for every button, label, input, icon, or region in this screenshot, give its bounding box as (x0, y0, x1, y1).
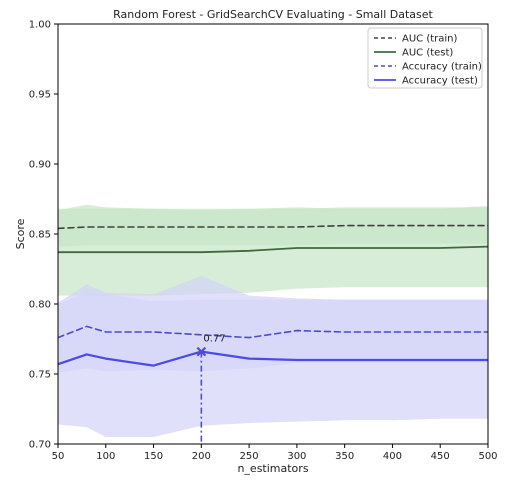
x-tick-label: 500 (478, 451, 497, 462)
legend-label-accuracy-test: Accuracy (test) (402, 76, 478, 87)
lines-layer (58, 224, 488, 367)
y-tick-label: 0.95 (29, 90, 51, 101)
y-axis: 0.70 0.75 0.80 0.85 0.90 0.95 1.00 (29, 20, 58, 451)
series-line-accuracy-test (58, 350, 488, 367)
y-tick-label: 0.70 (29, 440, 51, 451)
x-tick-label: 150 (144, 451, 163, 462)
x-tick-label: 100 (96, 451, 115, 462)
chart-title: Random Forest - GridSearchCV Evaluating … (113, 8, 433, 21)
x-tick-label: 300 (287, 451, 306, 462)
series-line-accuracy-train (58, 325, 488, 339)
y-tick-label: 1.00 (29, 20, 51, 31)
x-axis: 50 100 150 200 250 300 350 400 450 500 (52, 444, 498, 462)
series-line-auc-train (58, 224, 488, 230)
legend-label-accuracy-train: Accuracy (train) (402, 62, 482, 73)
x-tick-label: 250 (240, 451, 259, 462)
y-axis-label: Score (14, 218, 27, 249)
y-tick-label: 0.85 (29, 230, 51, 241)
x-tick-label: 400 (383, 451, 402, 462)
marker-layer: 0.77 (196, 334, 226, 444)
y-tick-label: 0.80 (29, 300, 51, 311)
legend-box (367, 27, 483, 89)
legend-label-auc-test: AUC (test) (402, 48, 453, 59)
band-accuracy-test (58, 292, 488, 437)
best-point-label: 0.77 (203, 334, 225, 345)
y-tick-label: 0.75 (29, 370, 51, 381)
x-tick-label: 200 (192, 451, 211, 462)
legend-label-auc-train: AUC (train) (402, 34, 457, 45)
best-point-marker-cross (196, 346, 207, 357)
x-tick-label: 350 (335, 451, 354, 462)
series-line-auc-test (58, 245, 488, 254)
y-tick-label: 0.90 (29, 160, 51, 171)
x-axis-label: n_estimators (237, 462, 308, 475)
band-auc-test (58, 206, 488, 296)
legend: AUC (train) AUC (test) Accuracy (train) Acc… (367, 27, 483, 89)
bands-layer (58, 204, 488, 437)
x-tick-label: 450 (431, 451, 450, 462)
x-tick-label: 50 (52, 451, 65, 462)
